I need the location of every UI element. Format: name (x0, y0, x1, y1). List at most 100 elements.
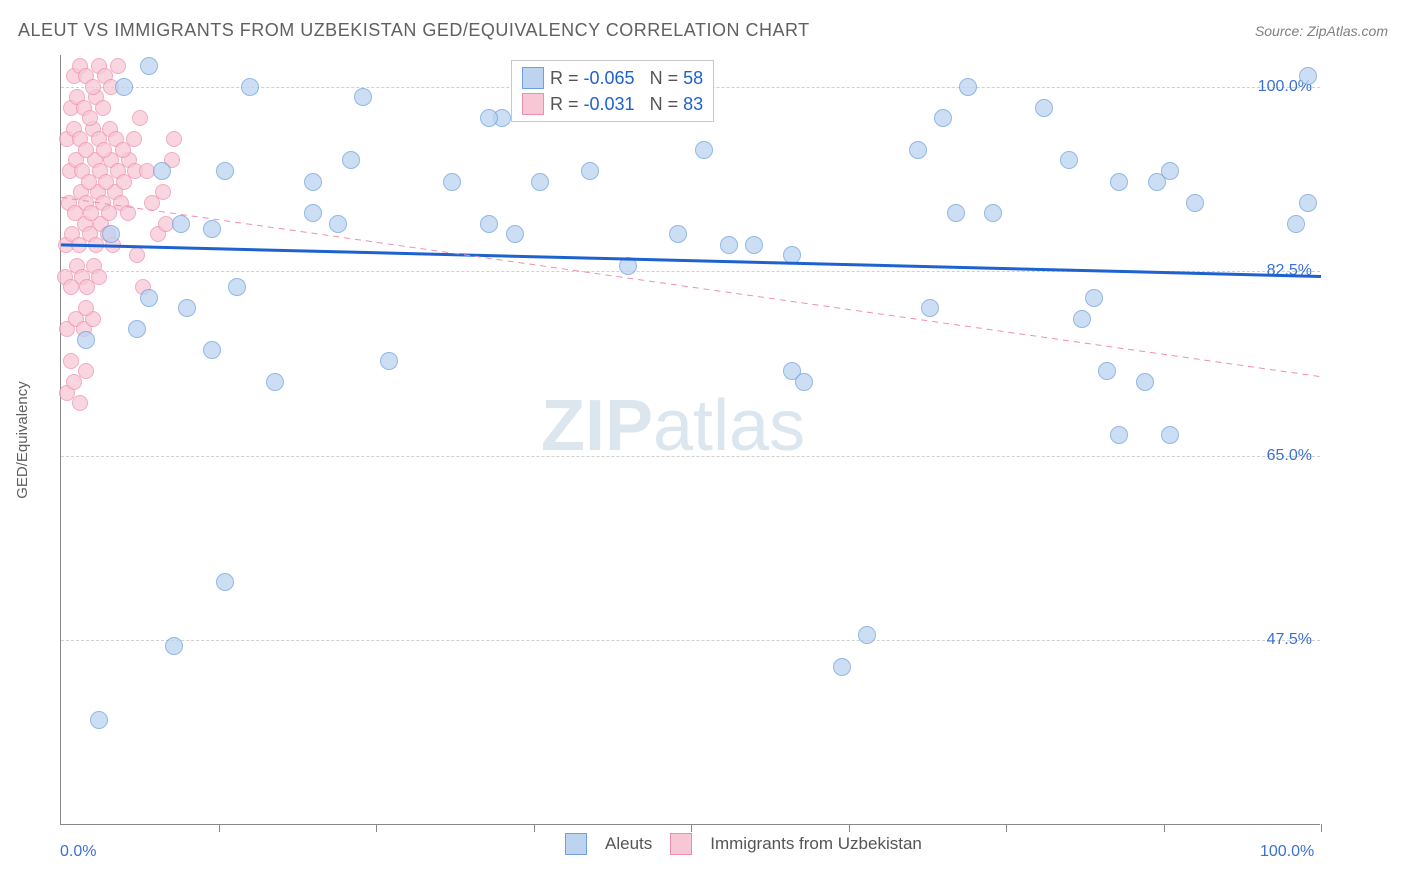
legend-swatch (522, 93, 544, 115)
data-point (1299, 67, 1317, 85)
legend-stats-row: R = -0.065 N = 58 (522, 65, 703, 91)
x-tick-label-right: 100.0% (1260, 843, 1314, 861)
x-tick (219, 824, 220, 832)
data-point (669, 225, 687, 243)
x-tick (1164, 824, 1165, 832)
data-point (506, 225, 524, 243)
data-point (833, 658, 851, 676)
data-point (266, 373, 284, 391)
data-point (132, 110, 148, 126)
data-point (959, 78, 977, 96)
regression-line (61, 197, 1321, 376)
data-point (443, 173, 461, 191)
data-point (241, 78, 259, 96)
chart-title: ALEUT VS IMMIGRANTS FROM UZBEKISTAN GED/… (18, 20, 810, 41)
data-point (1085, 289, 1103, 307)
data-point (153, 162, 171, 180)
data-point (110, 58, 126, 74)
data-point (155, 184, 171, 200)
data-point (1060, 151, 1078, 169)
data-point (947, 204, 965, 222)
watermark: ZIPatlas (541, 385, 805, 467)
data-point (909, 141, 927, 159)
data-point (228, 278, 246, 296)
x-tick (376, 824, 377, 832)
data-point (1287, 215, 1305, 233)
data-point (1186, 194, 1204, 212)
watermark-bold: ZIP (541, 386, 653, 466)
x-tick (534, 824, 535, 832)
y-tick-label: 82.5% (1267, 262, 1312, 280)
gridline (61, 640, 1320, 641)
data-point (581, 162, 599, 180)
x-tick (691, 824, 692, 832)
data-point (480, 109, 498, 127)
data-point (720, 236, 738, 254)
legend-label: Aleuts (605, 834, 652, 854)
data-point (216, 162, 234, 180)
legend-stats-row: R = -0.031 N = 83 (522, 91, 703, 117)
plot-area: ZIPatlas 47.5%65.0%82.5%100.0%R = -0.065… (60, 55, 1320, 825)
data-point (1299, 194, 1317, 212)
legend-label: Immigrants from Uzbekistan (710, 834, 922, 854)
data-point (78, 363, 94, 379)
data-point (695, 141, 713, 159)
data-point (304, 173, 322, 191)
data-point (165, 637, 183, 655)
data-point (128, 320, 146, 338)
data-point (178, 299, 196, 317)
data-point (619, 257, 637, 275)
data-point (783, 246, 801, 264)
gridline (61, 456, 1320, 457)
data-point (203, 341, 221, 359)
data-point (354, 88, 372, 106)
legend-swatch (670, 833, 692, 855)
legend-stats-text: R = -0.065 N = 58 (550, 68, 703, 89)
data-point (795, 373, 813, 391)
data-point (140, 57, 158, 75)
data-point (203, 220, 221, 238)
y-tick-label: 65.0% (1267, 447, 1312, 465)
legend-bottom: Aleuts Immigrants from Uzbekistan (565, 833, 922, 855)
data-point (1098, 362, 1116, 380)
chart-header: ALEUT VS IMMIGRANTS FROM UZBEKISTAN GED/… (18, 20, 1388, 41)
data-point (140, 289, 158, 307)
data-point (304, 204, 322, 222)
data-point (1110, 173, 1128, 191)
data-point (1073, 310, 1091, 328)
data-point (120, 205, 136, 221)
data-point (95, 100, 111, 116)
legend-stats-text: R = -0.031 N = 83 (550, 94, 703, 115)
data-point (1161, 162, 1179, 180)
data-point (1136, 373, 1154, 391)
data-point (342, 151, 360, 169)
data-point (126, 131, 142, 147)
data-point (745, 236, 763, 254)
data-point (480, 215, 498, 233)
data-point (1110, 426, 1128, 444)
watermark-light: atlas (653, 386, 805, 466)
data-point (858, 626, 876, 644)
x-tick (1006, 824, 1007, 832)
data-point (1035, 99, 1053, 117)
y-axis-title: GED/Equivalency (14, 381, 31, 499)
data-point (921, 299, 939, 317)
y-tick-label: 47.5% (1267, 631, 1312, 649)
x-tick (849, 824, 850, 832)
legend-swatch (565, 833, 587, 855)
data-point (77, 331, 95, 349)
data-point (129, 247, 145, 263)
data-point (63, 353, 79, 369)
data-point (531, 173, 549, 191)
data-point (984, 204, 1002, 222)
data-point (216, 573, 234, 591)
gridline (61, 271, 1320, 272)
data-point (91, 269, 107, 285)
data-point (115, 78, 133, 96)
x-tick (1321, 824, 1322, 832)
data-point (90, 711, 108, 729)
data-point (329, 215, 347, 233)
data-point (102, 225, 120, 243)
data-point (934, 109, 952, 127)
data-point (1161, 426, 1179, 444)
